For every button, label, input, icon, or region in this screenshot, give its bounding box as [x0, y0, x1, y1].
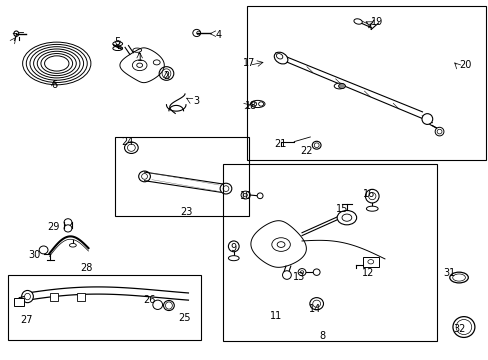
Ellipse shape: [64, 219, 72, 226]
Text: 23: 23: [180, 207, 192, 217]
Ellipse shape: [250, 100, 264, 108]
Ellipse shape: [336, 211, 356, 225]
Ellipse shape: [314, 143, 319, 148]
Ellipse shape: [365, 189, 378, 203]
Ellipse shape: [64, 225, 72, 232]
Polygon shape: [276, 53, 431, 123]
Bar: [50, 293, 58, 301]
Ellipse shape: [69, 243, 76, 247]
Bar: [77, 293, 85, 301]
Text: 31: 31: [442, 268, 454, 278]
Ellipse shape: [298, 269, 305, 276]
Text: 17: 17: [243, 58, 255, 68]
Text: 14: 14: [308, 304, 321, 314]
Text: 5: 5: [114, 37, 121, 47]
Ellipse shape: [228, 241, 239, 252]
Ellipse shape: [162, 69, 170, 78]
Ellipse shape: [21, 291, 33, 303]
Ellipse shape: [452, 317, 474, 337]
Ellipse shape: [312, 141, 321, 149]
Text: 26: 26: [143, 295, 155, 305]
Text: 7: 7: [11, 33, 18, 43]
Text: 32: 32: [452, 324, 464, 334]
Ellipse shape: [165, 302, 172, 309]
Ellipse shape: [309, 298, 323, 310]
Ellipse shape: [455, 319, 471, 334]
Circle shape: [338, 84, 345, 89]
Ellipse shape: [333, 83, 344, 89]
Ellipse shape: [163, 301, 174, 311]
Ellipse shape: [421, 114, 432, 125]
Ellipse shape: [39, 246, 48, 254]
Text: 6: 6: [51, 80, 57, 90]
Ellipse shape: [312, 300, 320, 307]
Text: 22: 22: [300, 146, 312, 156]
Text: 19: 19: [370, 17, 383, 27]
Ellipse shape: [282, 271, 291, 279]
Ellipse shape: [353, 19, 362, 24]
Text: 21: 21: [273, 139, 285, 149]
Text: 15: 15: [335, 204, 347, 214]
Text: 24: 24: [121, 138, 133, 147]
Ellipse shape: [434, 127, 443, 136]
Ellipse shape: [449, 272, 468, 283]
Text: 4: 4: [215, 30, 221, 40]
Ellipse shape: [452, 274, 465, 281]
Bar: [14, 298, 24, 306]
Text: 10: 10: [239, 191, 251, 201]
Polygon shape: [250, 221, 306, 267]
Text: 16: 16: [362, 189, 374, 199]
Ellipse shape: [228, 256, 239, 261]
Text: 8: 8: [319, 331, 325, 341]
Text: 28: 28: [80, 263, 92, 273]
Ellipse shape: [257, 193, 263, 199]
Ellipse shape: [241, 191, 249, 199]
Ellipse shape: [274, 52, 287, 64]
Ellipse shape: [153, 300, 162, 310]
Text: 11: 11: [269, 311, 282, 321]
Ellipse shape: [366, 206, 377, 211]
Polygon shape: [120, 48, 164, 83]
Ellipse shape: [124, 142, 138, 153]
Ellipse shape: [127, 144, 135, 151]
Text: 13: 13: [293, 272, 305, 282]
Ellipse shape: [220, 183, 231, 194]
Text: 3: 3: [193, 96, 199, 106]
Text: 20: 20: [458, 60, 470, 70]
Text: 27: 27: [20, 315, 33, 325]
Text: 29: 29: [47, 222, 60, 231]
Text: 30: 30: [29, 250, 41, 260]
Ellipse shape: [139, 171, 150, 182]
Bar: [362, 257, 378, 267]
Text: 12: 12: [361, 268, 373, 278]
Text: 18: 18: [244, 102, 256, 112]
Text: 1: 1: [136, 53, 142, 63]
Text: 2: 2: [163, 71, 169, 81]
Text: 25: 25: [178, 313, 191, 323]
Ellipse shape: [313, 269, 320, 275]
Text: 9: 9: [230, 243, 236, 253]
